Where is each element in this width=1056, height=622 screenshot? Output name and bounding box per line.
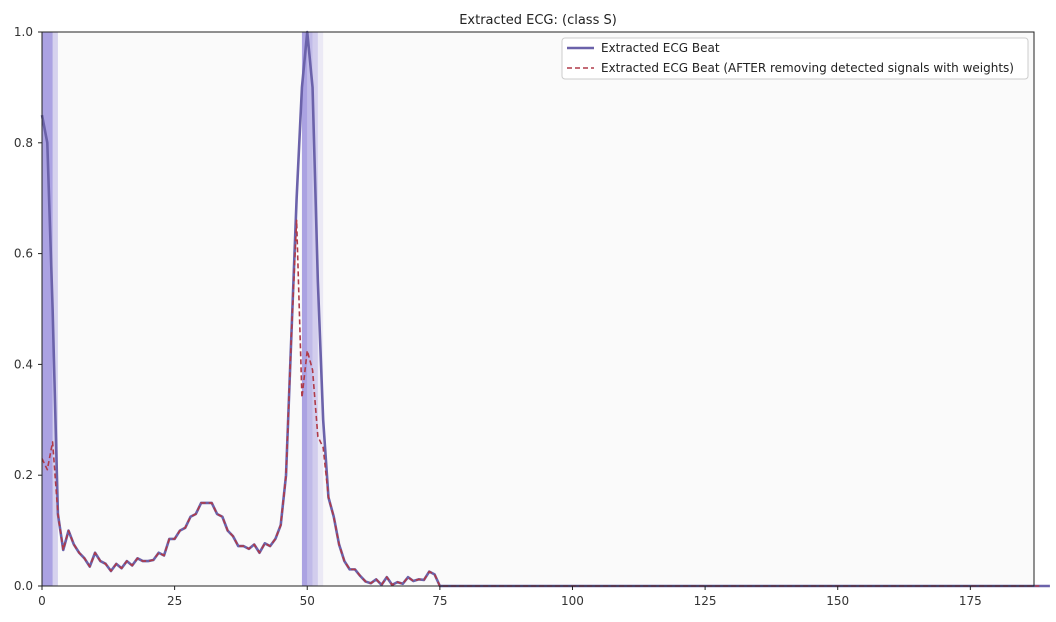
highlight-region [312, 32, 318, 586]
highlight-region [52, 32, 58, 586]
x-tick-label: 0 [38, 594, 46, 608]
x-tick-label: 50 [300, 594, 315, 608]
x-tick-label: 100 [561, 594, 584, 608]
x-tick-label: 25 [167, 594, 182, 608]
highlight-region [307, 32, 313, 586]
highlight-region [301, 32, 308, 586]
plot-frame [41, 31, 1035, 587]
x-tick-label: 150 [826, 594, 849, 608]
y-tick-label: 0.4 [14, 357, 33, 371]
plot-background [42, 32, 1034, 586]
highlight-region [317, 32, 324, 586]
legend-label: Extracted ECG Beat (AFTER removing detec… [601, 61, 1014, 75]
x-tick-label: 75 [432, 594, 447, 608]
legend-box [561, 37, 1029, 80]
legend-label: Extracted ECG Beat [601, 41, 720, 55]
highlight-regions [42, 32, 324, 586]
chart-title: Extracted ECG: (class S) [459, 13, 617, 28]
y-tick-label: 0.8 [14, 136, 33, 150]
y-tick-label: 0.6 [14, 247, 33, 261]
x-axis-ticks: 0 25 50 75 100 125 150 175 [38, 586, 982, 608]
y-tick-label: 0.2 [14, 468, 33, 482]
y-tick-label: 1.0 [14, 25, 33, 39]
y-tick-label: 0.0 [14, 579, 33, 593]
y-axis-ticks: 0.0 0.2 0.4 0.6 0.8 1.0 [14, 25, 42, 593]
highlight-region [42, 32, 53, 586]
legend: Extracted ECG Beat Extracted ECG Beat (AF… [561, 37, 1029, 80]
x-tick-label: 175 [959, 594, 982, 608]
x-tick-label: 125 [694, 594, 717, 608]
